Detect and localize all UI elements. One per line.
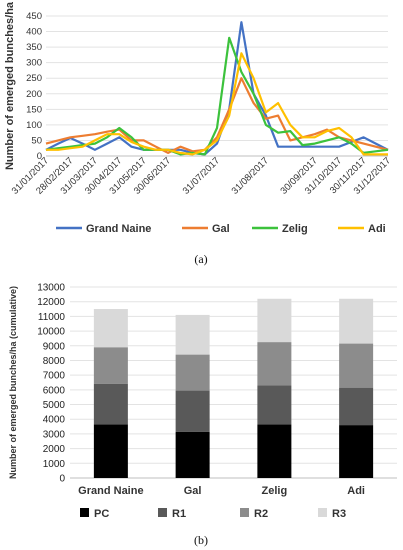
y-tick-label: 2000 xyxy=(43,444,66,455)
bar-segment-pc xyxy=(175,431,210,478)
bar-segment-pc xyxy=(93,424,128,478)
bar-segment-pc xyxy=(339,425,374,478)
y-tick-label: 11000 xyxy=(38,312,66,323)
legend-label: R1 xyxy=(172,508,186,520)
y-tick-label: 13000 xyxy=(37,283,65,294)
bar-segment-r3 xyxy=(339,298,374,344)
bar-segment-r2 xyxy=(339,343,374,388)
legend-label: Zelig xyxy=(282,223,308,235)
bar-segment-r2 xyxy=(257,342,292,386)
legend-label: PC xyxy=(94,508,109,520)
chart-b-cumulative-bars: 0 1000 2000 3000 4000 5000 6000 7000 8000 9000 100… xyxy=(8,283,397,520)
bar-segment-r2 xyxy=(93,347,128,384)
series-line-grand-naine xyxy=(45,21,389,156)
bar-segment-r1 xyxy=(93,383,128,425)
legend-label: Gal xyxy=(212,223,230,235)
bar-segment-r1 xyxy=(339,387,374,426)
y-tick-label: 0 xyxy=(37,151,42,162)
y-tick-label: 6000 xyxy=(43,385,66,396)
bar-segment-r1 xyxy=(257,385,292,425)
x-tick-label: 31/08/2017 xyxy=(230,155,271,196)
legend-swatch xyxy=(158,508,167,517)
panel-label-b: (b) xyxy=(194,533,208,547)
y-axis-label: Number of emerged bunches/ha xyxy=(4,1,16,170)
y-tick-label: 350 xyxy=(26,42,42,53)
bar-segment-r3 xyxy=(257,298,292,343)
x-category-label: Adi xyxy=(347,485,365,497)
y-tick-label: 50 xyxy=(31,135,42,146)
y-tick-label: 7000 xyxy=(43,371,66,382)
y-tick-label: 300 xyxy=(26,58,42,69)
legend-label: Grand Naine xyxy=(86,223,151,235)
y-tick-label: 8000 xyxy=(43,356,66,367)
y-tick-label: 100 xyxy=(26,120,42,131)
y-tick-label: 3000 xyxy=(43,429,66,440)
chart-a-emergence-timeline: 05010015020025030035040045031/01/201728/… xyxy=(4,1,393,235)
x-category-label: Zelig xyxy=(262,485,288,497)
panel-label-a: (a) xyxy=(194,252,207,266)
bar-segment-r2 xyxy=(175,354,210,391)
x-tick-label: 31/07/2017 xyxy=(181,155,222,196)
y-tick-label: 250 xyxy=(26,73,42,84)
series-line-adi xyxy=(46,52,388,156)
series-line-gal xyxy=(45,77,389,154)
y-tick-label: 1000 xyxy=(43,459,66,470)
x-category-label: Grand Naine xyxy=(78,485,143,497)
y-axis-label: Number of emerged bunches/ha (cumulative… xyxy=(8,286,18,479)
legend-label: R3 xyxy=(332,508,346,520)
legend-swatch xyxy=(318,508,327,517)
y-tick-label: 4000 xyxy=(43,415,66,426)
y-tick-label: 400 xyxy=(26,27,42,38)
bar-segment-pc xyxy=(257,424,292,478)
x-category-label: Gal xyxy=(184,485,202,497)
legend-label: Adi xyxy=(368,223,386,235)
y-tick-label: 5000 xyxy=(43,400,66,411)
bar-segment-r3 xyxy=(93,309,128,348)
series-line-zelig xyxy=(45,36,389,156)
y-tick-label: 10000 xyxy=(37,327,65,338)
legend-swatch xyxy=(80,508,89,517)
y-tick-label: 0 xyxy=(59,474,65,485)
bar-segment-r3 xyxy=(175,314,210,355)
y-tick-label: 450 xyxy=(26,11,42,22)
y-tick-label: 150 xyxy=(26,104,42,115)
y-tick-label: 9000 xyxy=(43,341,66,352)
legend-swatch xyxy=(240,508,249,517)
legend-label: R2 xyxy=(254,508,268,520)
y-tick-label: 200 xyxy=(26,89,42,100)
bar-segment-r1 xyxy=(175,390,210,432)
y-tick-label: 12000 xyxy=(37,297,65,308)
